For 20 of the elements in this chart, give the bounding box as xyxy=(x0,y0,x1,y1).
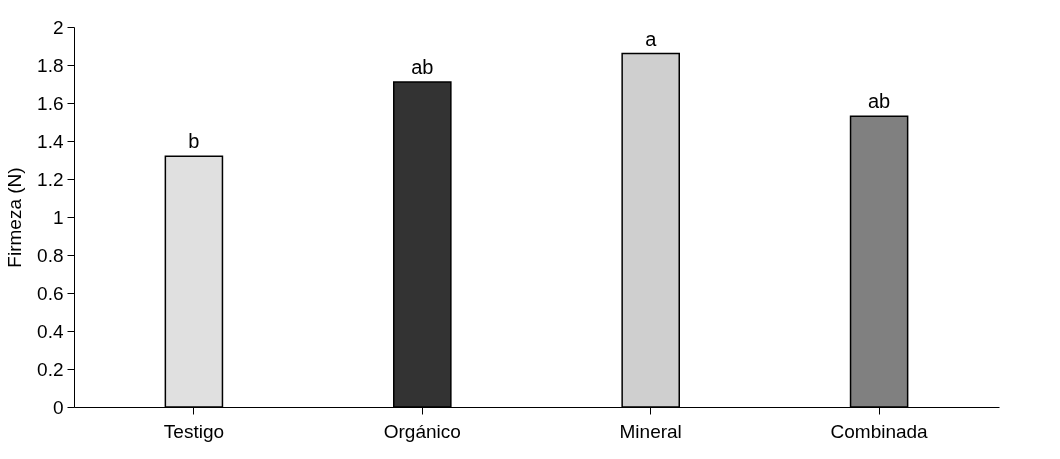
y-tick-label: 0.6 xyxy=(37,282,64,304)
y-tick-label: 0.8 xyxy=(37,244,64,266)
x-tick-label: Combinada xyxy=(830,420,929,442)
y-tick-label: 2 xyxy=(52,16,64,38)
x-tick-label: Mineral xyxy=(619,420,682,442)
x-tick-label: Testigo xyxy=(163,420,225,442)
y-tick-label: 0 xyxy=(52,396,64,418)
y-tick-label: 1.6 xyxy=(37,92,64,114)
y-tick-label: 0.2 xyxy=(37,358,64,380)
annotation: a xyxy=(645,27,658,50)
annotation: b xyxy=(188,130,200,153)
y-tick-label: 1.2 xyxy=(37,168,64,190)
y-tick-label: 0.4 xyxy=(37,320,64,342)
y-tick-label: 1 xyxy=(52,206,64,228)
y-tick-label: 1.8 xyxy=(37,54,64,76)
y-tick-label: 1.4 xyxy=(37,130,64,152)
y-axis-title: Firmeza (N) xyxy=(4,167,26,268)
annotation: ab xyxy=(411,56,434,79)
annotation: ab xyxy=(867,90,891,113)
x-tick-label: Orgánico xyxy=(383,420,461,442)
